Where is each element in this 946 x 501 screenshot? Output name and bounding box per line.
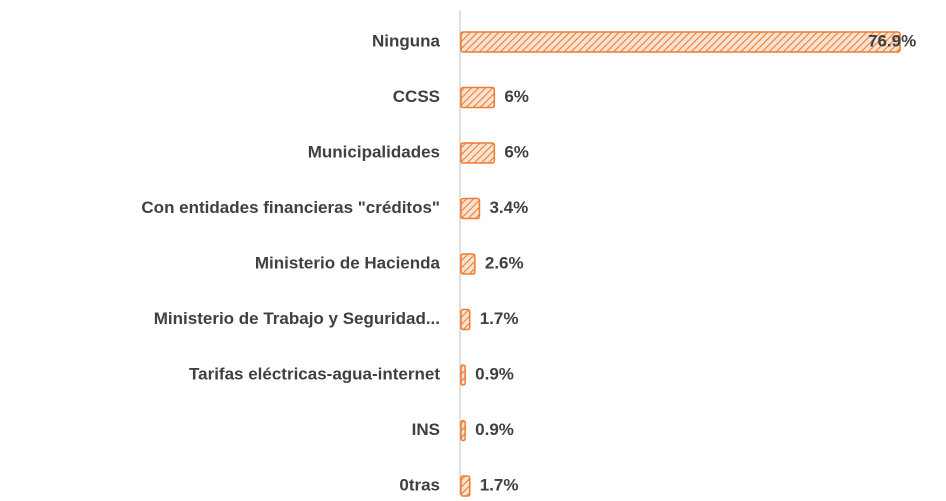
value-label: 6% (504, 87, 529, 106)
category-label: Ninguna (372, 31, 441, 50)
bar (460, 419, 466, 442)
category-label: CCSS (393, 87, 440, 106)
value-label: 1.7% (480, 309, 519, 328)
category-label: Municipalidades (308, 142, 440, 161)
bar (460, 475, 471, 497)
value-label: 0.9% (475, 420, 514, 439)
category-label: Con entidades financieras "créditos" (141, 198, 440, 217)
value-label: 3.4% (489, 198, 528, 217)
category-label: INS (412, 420, 440, 439)
bar (460, 142, 496, 164)
category-label: Ministerio de Trabajo y Seguridad... (154, 309, 440, 328)
bar (460, 308, 471, 331)
category-label: Ministerio de Hacienda (255, 253, 441, 272)
bar (460, 86, 496, 109)
category-label: Tarifas eléctricas-agua-internet (189, 364, 440, 383)
value-label: 1.7% (480, 475, 519, 494)
bar (460, 364, 466, 386)
category-label: 0tras (399, 475, 440, 494)
bar (460, 31, 901, 53)
value-label: 6% (504, 142, 529, 161)
value-label: 0.9% (475, 364, 514, 383)
bar (460, 197, 481, 220)
value-label: 76.9% (868, 31, 916, 50)
value-label: 2.6% (485, 253, 524, 272)
bar (460, 253, 476, 275)
